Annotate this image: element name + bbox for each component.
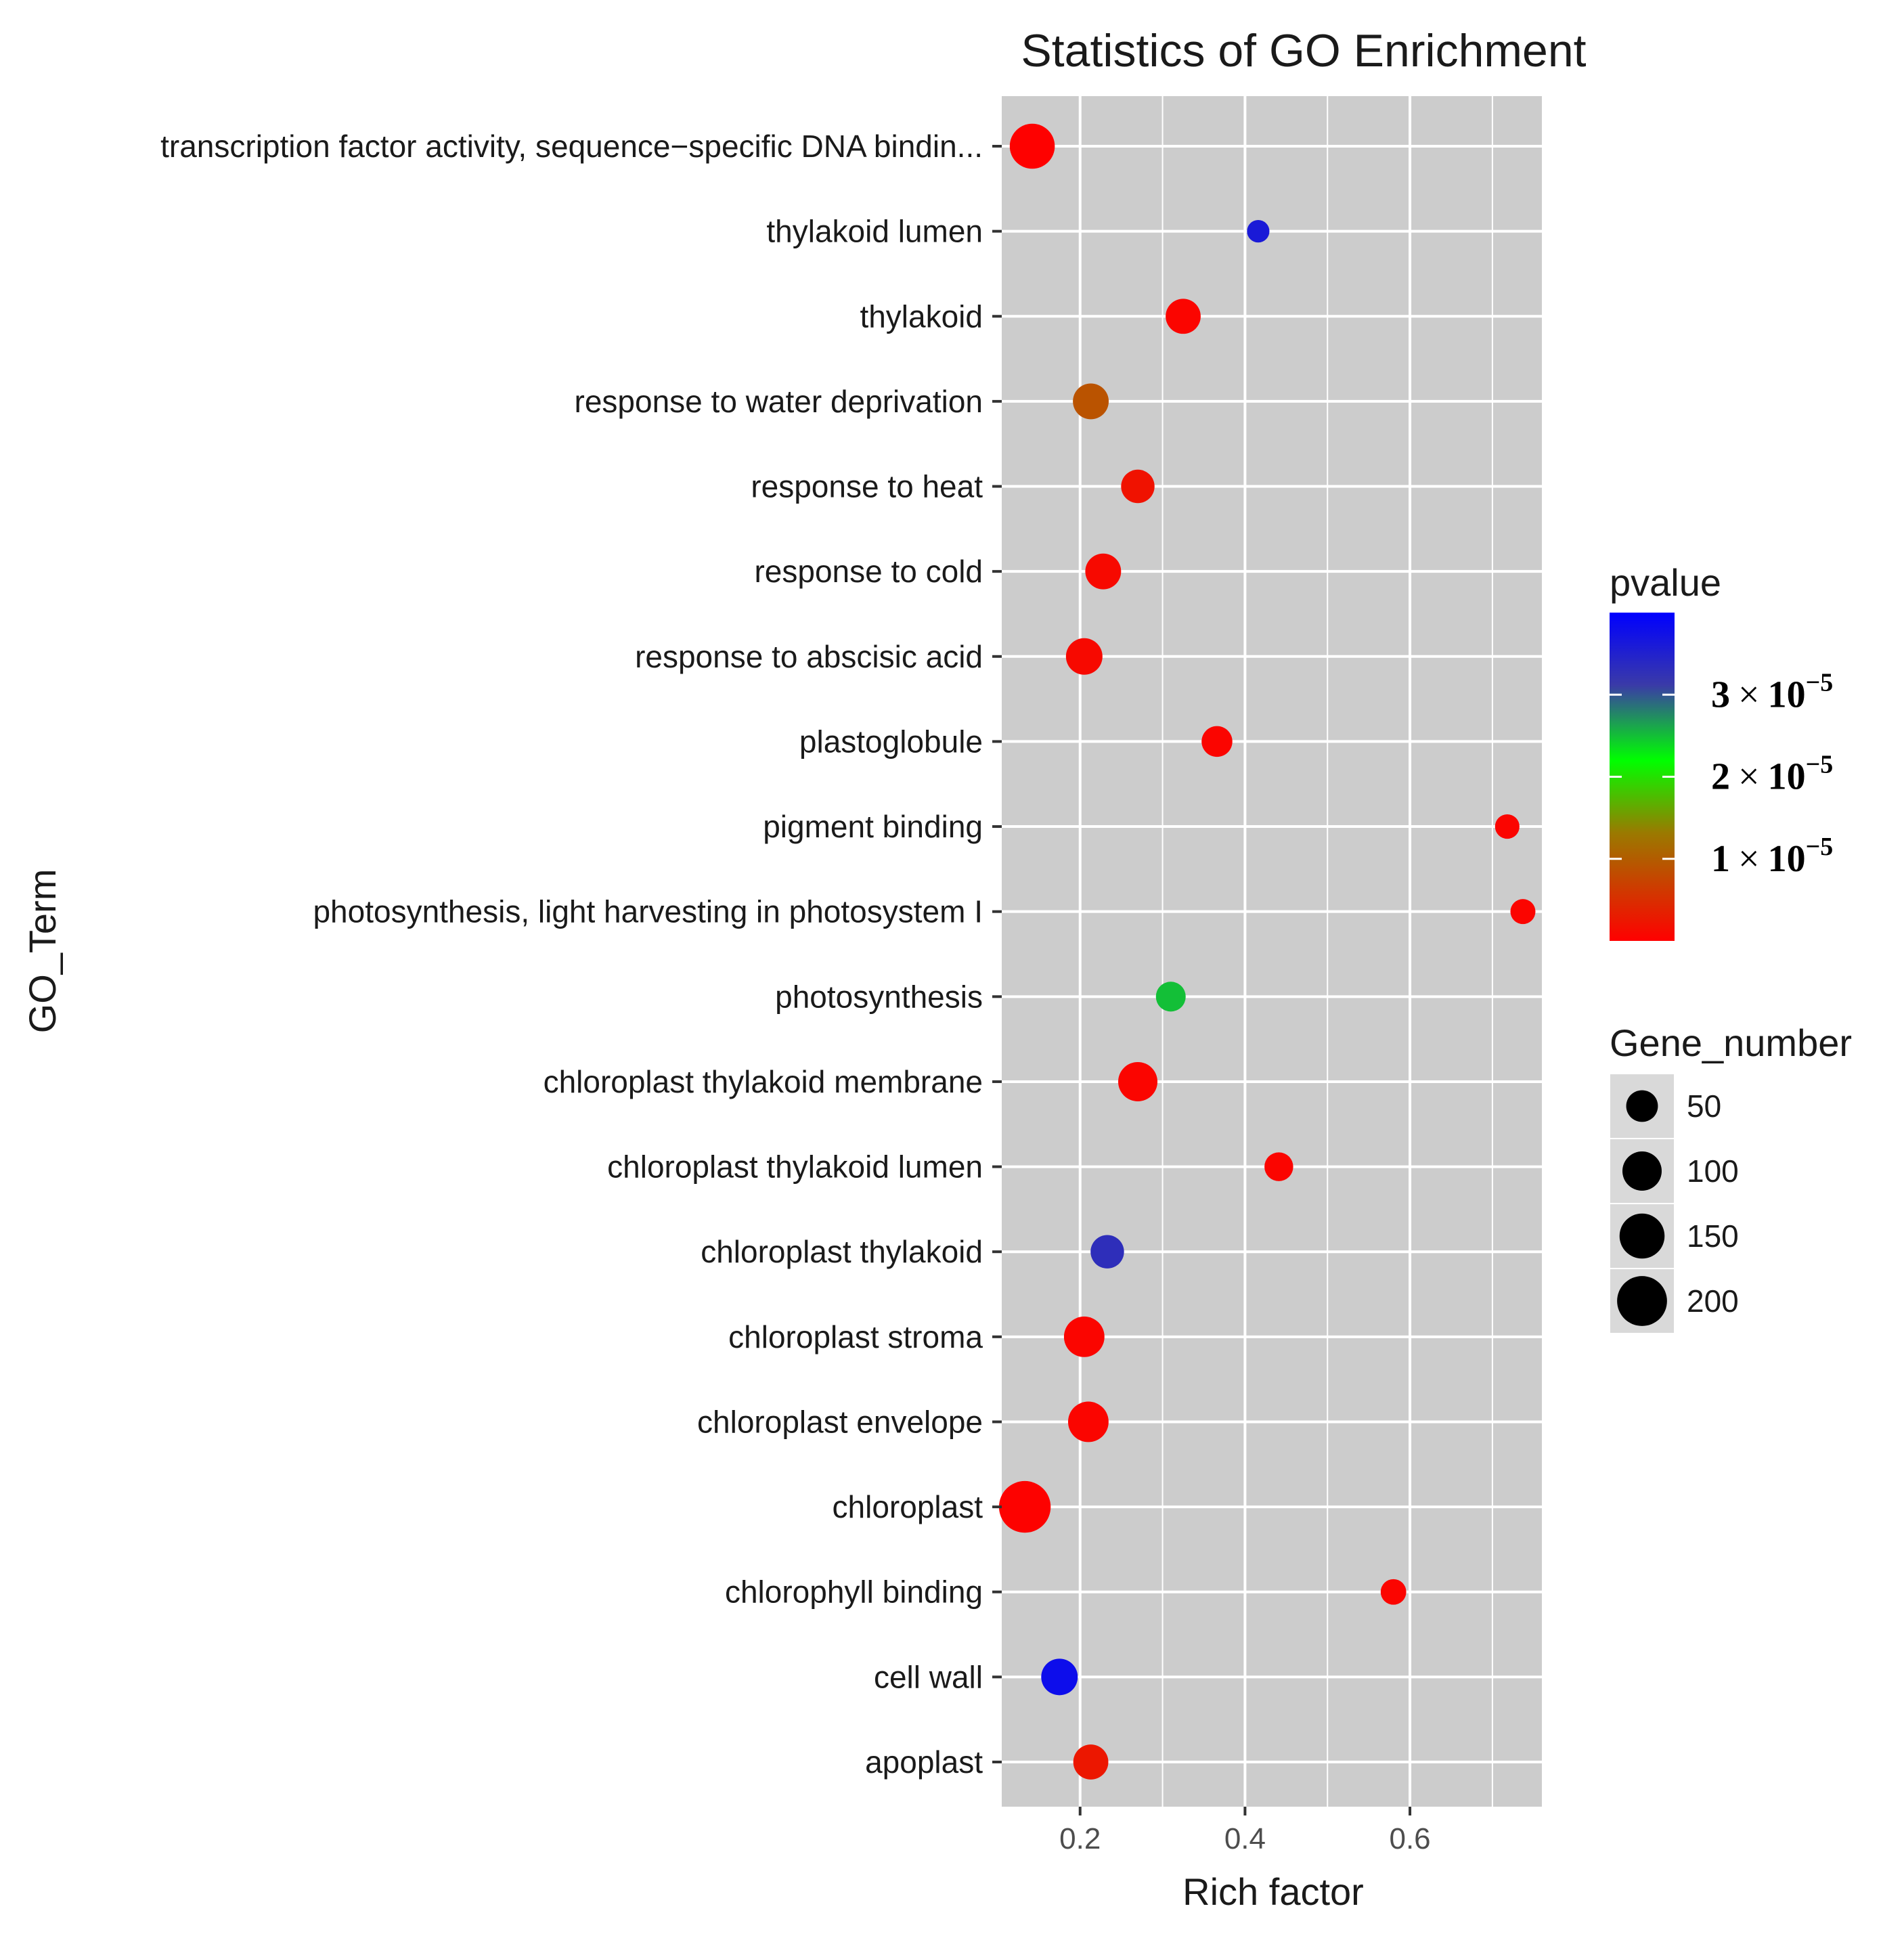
y-tick-label: apoplast — [865, 1744, 983, 1780]
y-tick-label: chloroplast thylakoid — [701, 1234, 983, 1269]
pvalue-legend-title: pvalue — [1610, 561, 1721, 604]
size-legend-label: 150 — [1687, 1218, 1739, 1254]
size-legend-label: 200 — [1687, 1283, 1739, 1319]
y-tick-label: response to abscisic acid — [635, 639, 983, 674]
plot-panel — [1002, 96, 1542, 1807]
data-point — [1118, 1061, 1158, 1101]
y-tick-label: response to cold — [754, 554, 983, 589]
size-legend-dot — [1626, 1090, 1658, 1122]
y-tick-label: chloroplast thylakoid lumen — [607, 1149, 983, 1185]
gene-number-legend: Gene_number 50 100 150 200 — [1609, 1021, 1852, 1334]
x-tick-label: 0.6 — [1389, 1822, 1430, 1855]
colorbar-tick-label: 3 × 10−5 — [1711, 668, 1833, 715]
y-axis: transcription factor activity, sequence−… — [160, 129, 1002, 1780]
y-tick-label: chloroplast stroma — [728, 1319, 983, 1355]
y-tick-label: photosynthesis — [775, 979, 983, 1014]
size-legend-label: 50 — [1687, 1088, 1721, 1124]
y-tick-label: photosynthesis, light harvesting in phot… — [313, 894, 983, 929]
size-legend-label: 100 — [1687, 1153, 1739, 1189]
colorbar-tick-times: × — [1738, 756, 1760, 798]
colorbar-tick-base: 10 — [1768, 838, 1806, 880]
y-tick-label: chloroplast — [833, 1489, 983, 1524]
x-tick-label: 0.4 — [1224, 1822, 1266, 1855]
size-legend-dot — [1617, 1276, 1667, 1326]
colorbar-tick-mantissa: 2 — [1711, 756, 1730, 798]
data-point — [1380, 1579, 1407, 1605]
data-point — [1264, 1152, 1293, 1181]
y-tick-label: thylakoid lumen — [766, 214, 983, 249]
y-tick-label: pigment binding — [763, 809, 983, 844]
data-point — [1495, 814, 1520, 839]
size-legend-dot — [1622, 1151, 1662, 1191]
colorbar-tick-label: 1 × 10−5 — [1711, 833, 1833, 880]
x-axis: 0.2 0.4 0.6 — [1059, 1807, 1431, 1855]
colorbar-tick-times: × — [1738, 838, 1760, 880]
data-point — [1009, 123, 1055, 169]
data-point — [1090, 1235, 1124, 1269]
colorbar-tick-label: 2 × 10−5 — [1711, 751, 1833, 798]
gene-number-legend-keys: 50 100 150 200 — [1609, 1073, 1739, 1334]
data-point — [1201, 726, 1233, 757]
y-tick-label: chloroplast thylakoid membrane — [544, 1064, 983, 1099]
grid-minor — [1161, 96, 1493, 1807]
x-tick-label: 0.2 — [1059, 1822, 1101, 1855]
colorbar-tick-mantissa: 3 — [1711, 674, 1730, 715]
data-point — [1041, 1658, 1078, 1696]
data-point — [1085, 553, 1122, 590]
colorbar-tick-times: × — [1738, 674, 1760, 715]
y-tick-label: transcription factor activity, sequence−… — [160, 129, 983, 164]
chart-title: Statistics of GO Enrichment — [1021, 25, 1586, 76]
y-tick-label: chloroplast envelope — [697, 1404, 983, 1439]
pvalue-legend: pvalue 1 × 10−52 × 10−53 × 10−5 — [1610, 561, 1833, 941]
data-point — [1073, 1744, 1109, 1780]
gene-number-legend-title: Gene_number — [1610, 1021, 1852, 1064]
colorbar-tick-exponent: −5 — [1806, 668, 1834, 697]
y-tick-label: response to heat — [751, 469, 983, 504]
y-tick-label: response to water deprivation — [575, 384, 983, 419]
data-point — [1063, 1316, 1105, 1357]
colorbar-tick-exponent: −5 — [1806, 833, 1834, 861]
colorbar-tick-mantissa: 1 — [1711, 838, 1730, 880]
y-tick-label: cell wall — [874, 1659, 983, 1694]
y-tick-label: plastoglobule — [799, 724, 983, 759]
y-tick-label: chlorophyll binding — [725, 1574, 983, 1610]
y-tick-label: thylakoid — [860, 299, 983, 334]
colorbar-tick-base: 10 — [1768, 674, 1806, 715]
data-point — [1065, 638, 1103, 675]
data-point — [1121, 469, 1155, 504]
data-point — [1073, 383, 1109, 420]
colorbar-tick-base: 10 — [1768, 756, 1806, 798]
pvalue-colorbar-ticks: 1 × 10−52 × 10−53 × 10−5 — [1610, 668, 1833, 880]
x-axis-title: Rich factor — [1182, 1870, 1364, 1913]
data-point — [1166, 299, 1201, 334]
colorbar-tick-exponent: −5 — [1806, 751, 1834, 779]
data-point — [1510, 899, 1536, 925]
data-points — [998, 123, 1536, 1780]
size-legend-dot — [1619, 1213, 1665, 1259]
data-point — [998, 1480, 1051, 1533]
data-point — [1155, 982, 1186, 1012]
data-point — [1247, 220, 1270, 243]
data-point — [1067, 1401, 1109, 1443]
y-axis-title: GO_Term — [21, 869, 64, 1034]
